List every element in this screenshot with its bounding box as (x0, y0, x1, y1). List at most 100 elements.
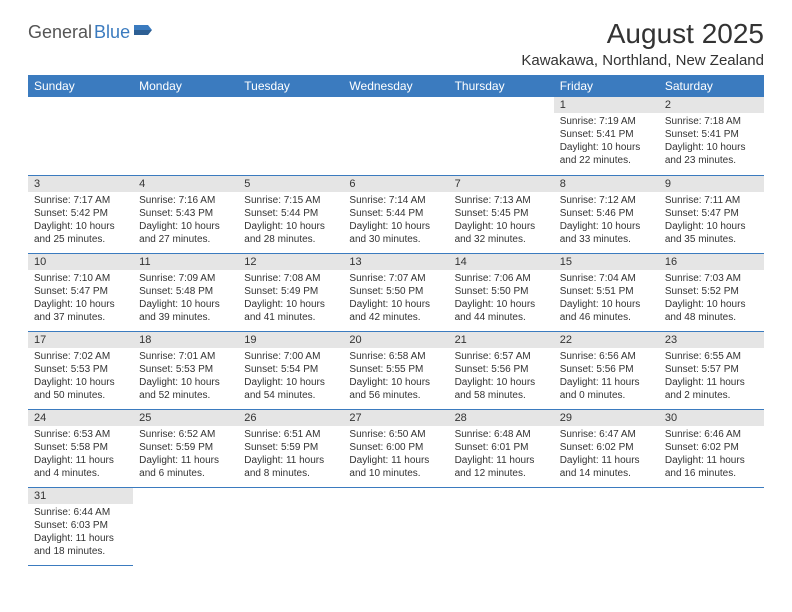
sunrise-text: Sunrise: 7:06 AM (455, 272, 548, 285)
day-content: Sunrise: 7:15 AMSunset: 5:44 PMDaylight:… (238, 192, 343, 250)
day-number: 27 (343, 410, 448, 426)
sunrise-text: Sunrise: 7:12 AM (560, 194, 653, 207)
calendar-table: Sunday Monday Tuesday Wednesday Thursday… (28, 75, 764, 566)
calendar-cell: 14Sunrise: 7:06 AMSunset: 5:50 PMDayligh… (449, 253, 554, 331)
sunset-text: Sunset: 5:44 PM (244, 207, 337, 220)
sunrise-text: Sunrise: 6:58 AM (349, 350, 442, 363)
day-content: Sunrise: 7:07 AMSunset: 5:50 PMDaylight:… (343, 270, 448, 328)
sunset-text: Sunset: 5:53 PM (34, 363, 127, 376)
calendar-cell (343, 487, 448, 565)
calendar-row: 24Sunrise: 6:53 AMSunset: 5:58 PMDayligh… (28, 409, 764, 487)
day-content: Sunrise: 7:17 AMSunset: 5:42 PMDaylight:… (28, 192, 133, 250)
daylight-text: Daylight: 11 hours and 16 minutes. (665, 454, 758, 480)
daylight-text: Daylight: 10 hours and 35 minutes. (665, 220, 758, 246)
sunset-text: Sunset: 5:52 PM (665, 285, 758, 298)
daylight-text: Daylight: 10 hours and 54 minutes. (244, 376, 337, 402)
sunset-text: Sunset: 5:56 PM (455, 363, 548, 376)
weekday-header: Thursday (449, 75, 554, 97)
day-content: Sunrise: 6:48 AMSunset: 6:01 PMDaylight:… (449, 426, 554, 484)
day-number: 15 (554, 254, 659, 270)
calendar-cell (449, 97, 554, 175)
sunrise-text: Sunrise: 7:09 AM (139, 272, 232, 285)
daylight-text: Daylight: 10 hours and 39 minutes. (139, 298, 232, 324)
daylight-text: Daylight: 10 hours and 41 minutes. (244, 298, 337, 324)
day-number: 23 (659, 332, 764, 348)
daylight-text: Daylight: 10 hours and 28 minutes. (244, 220, 337, 246)
sunset-text: Sunset: 5:59 PM (139, 441, 232, 454)
calendar-cell: 7Sunrise: 7:13 AMSunset: 5:45 PMDaylight… (449, 175, 554, 253)
daylight-text: Daylight: 10 hours and 56 minutes. (349, 376, 442, 402)
sunrise-text: Sunrise: 6:51 AM (244, 428, 337, 441)
daylight-text: Daylight: 10 hours and 33 minutes. (560, 220, 653, 246)
day-content: Sunrise: 7:19 AMSunset: 5:41 PMDaylight:… (554, 113, 659, 171)
calendar-cell: 15Sunrise: 7:04 AMSunset: 5:51 PMDayligh… (554, 253, 659, 331)
sunrise-text: Sunrise: 7:02 AM (34, 350, 127, 363)
day-content: Sunrise: 7:02 AMSunset: 5:53 PMDaylight:… (28, 348, 133, 406)
weekday-header: Wednesday (343, 75, 448, 97)
header: General Blue August 2025 Kawakawa, North… (28, 18, 764, 69)
weekday-header: Tuesday (238, 75, 343, 97)
calendar-cell: 24Sunrise: 6:53 AMSunset: 5:58 PMDayligh… (28, 409, 133, 487)
sunrise-text: Sunrise: 7:16 AM (139, 194, 232, 207)
day-number: 18 (133, 332, 238, 348)
day-number: 30 (659, 410, 764, 426)
calendar-row: 17Sunrise: 7:02 AMSunset: 5:53 PMDayligh… (28, 331, 764, 409)
sunset-text: Sunset: 5:56 PM (560, 363, 653, 376)
day-content: Sunrise: 6:46 AMSunset: 6:02 PMDaylight:… (659, 426, 764, 484)
calendar-cell: 23Sunrise: 6:55 AMSunset: 5:57 PMDayligh… (659, 331, 764, 409)
weekday-header: Sunday (28, 75, 133, 97)
day-number: 3 (28, 176, 133, 192)
sunset-text: Sunset: 5:41 PM (560, 128, 653, 141)
sunrise-text: Sunrise: 7:08 AM (244, 272, 337, 285)
day-number: 13 (343, 254, 448, 270)
calendar-cell: 28Sunrise: 6:48 AMSunset: 6:01 PMDayligh… (449, 409, 554, 487)
calendar-cell: 19Sunrise: 7:00 AMSunset: 5:54 PMDayligh… (238, 331, 343, 409)
sunrise-text: Sunrise: 7:10 AM (34, 272, 127, 285)
calendar-cell: 10Sunrise: 7:10 AMSunset: 5:47 PMDayligh… (28, 253, 133, 331)
sunset-text: Sunset: 5:55 PM (349, 363, 442, 376)
sunset-text: Sunset: 5:57 PM (665, 363, 758, 376)
daylight-text: Daylight: 10 hours and 42 minutes. (349, 298, 442, 324)
daylight-text: Daylight: 11 hours and 18 minutes. (34, 532, 127, 558)
calendar-cell (133, 487, 238, 565)
day-content: Sunrise: 7:04 AMSunset: 5:51 PMDaylight:… (554, 270, 659, 328)
daylight-text: Daylight: 10 hours and 30 minutes. (349, 220, 442, 246)
sunrise-text: Sunrise: 7:07 AM (349, 272, 442, 285)
day-content: Sunrise: 6:50 AMSunset: 6:00 PMDaylight:… (343, 426, 448, 484)
sunrise-text: Sunrise: 7:03 AM (665, 272, 758, 285)
calendar-cell (554, 487, 659, 565)
day-content: Sunrise: 7:06 AMSunset: 5:50 PMDaylight:… (449, 270, 554, 328)
weekday-header: Saturday (659, 75, 764, 97)
calendar-cell (449, 487, 554, 565)
daylight-text: Daylight: 10 hours and 44 minutes. (455, 298, 548, 324)
calendar-cell (659, 487, 764, 565)
sunset-text: Sunset: 5:44 PM (349, 207, 442, 220)
calendar-cell: 18Sunrise: 7:01 AMSunset: 5:53 PMDayligh… (133, 331, 238, 409)
day-number: 25 (133, 410, 238, 426)
day-number: 28 (449, 410, 554, 426)
sunrise-text: Sunrise: 7:15 AM (244, 194, 337, 207)
sunrise-text: Sunrise: 6:46 AM (665, 428, 758, 441)
calendar-row: 1Sunrise: 7:19 AMSunset: 5:41 PMDaylight… (28, 97, 764, 175)
day-number: 2 (659, 97, 764, 113)
calendar-cell: 26Sunrise: 6:51 AMSunset: 5:59 PMDayligh… (238, 409, 343, 487)
logo-word1: General (28, 22, 92, 43)
day-content: Sunrise: 6:53 AMSunset: 5:58 PMDaylight:… (28, 426, 133, 484)
calendar-cell: 3Sunrise: 7:17 AMSunset: 5:42 PMDaylight… (28, 175, 133, 253)
calendar-cell: 2Sunrise: 7:18 AMSunset: 5:41 PMDaylight… (659, 97, 764, 175)
day-content: Sunrise: 7:01 AMSunset: 5:53 PMDaylight:… (133, 348, 238, 406)
daylight-text: Daylight: 10 hours and 58 minutes. (455, 376, 548, 402)
sunset-text: Sunset: 5:46 PM (560, 207, 653, 220)
day-content: Sunrise: 6:57 AMSunset: 5:56 PMDaylight:… (449, 348, 554, 406)
sunrise-text: Sunrise: 6:50 AM (349, 428, 442, 441)
weekday-header: Friday (554, 75, 659, 97)
day-content: Sunrise: 6:44 AMSunset: 6:03 PMDaylight:… (28, 504, 133, 562)
sunset-text: Sunset: 5:43 PM (139, 207, 232, 220)
flag-icon (134, 23, 154, 42)
sunset-text: Sunset: 5:45 PM (455, 207, 548, 220)
sunset-text: Sunset: 5:48 PM (139, 285, 232, 298)
sunrise-text: Sunrise: 6:52 AM (139, 428, 232, 441)
daylight-text: Daylight: 10 hours and 25 minutes. (34, 220, 127, 246)
sunrise-text: Sunrise: 7:00 AM (244, 350, 337, 363)
day-number: 17 (28, 332, 133, 348)
